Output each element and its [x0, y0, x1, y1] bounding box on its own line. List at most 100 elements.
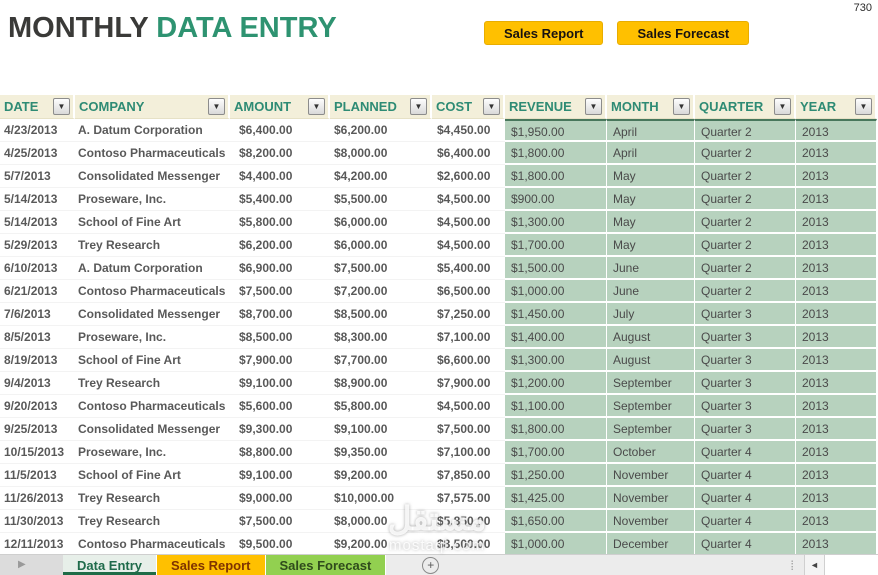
cell-date[interactable]: 11/5/2013: [0, 464, 75, 487]
filter-button-year[interactable]: ▼: [855, 98, 872, 115]
cell-month[interactable]: September: [607, 418, 695, 441]
cell-month[interactable]: May: [607, 211, 695, 234]
cell-planned[interactable]: $9,200.00: [330, 464, 432, 487]
cell-quarter[interactable]: Quarter 3: [695, 395, 796, 418]
cell-quarter[interactable]: Quarter 4: [695, 510, 796, 533]
cell-date[interactable]: 8/5/2013: [0, 326, 75, 349]
cell-month[interactable]: September: [607, 395, 695, 418]
cell-year[interactable]: 2013: [796, 280, 877, 303]
sheet-nav-control[interactable]: ▶: [0, 555, 63, 575]
cell-cost[interactable]: $4,500.00: [432, 234, 505, 257]
cell-date[interactable]: 4/23/2013: [0, 119, 75, 142]
cell-planned[interactable]: $9,100.00: [330, 418, 432, 441]
filter-button-company[interactable]: ▼: [208, 98, 225, 115]
cell-revenue[interactable]: $1,100.00: [505, 395, 607, 418]
cell-date[interactable]: 5/7/2013: [0, 165, 75, 188]
cell-revenue[interactable]: $1,400.00: [505, 326, 607, 349]
cell-cost[interactable]: $7,500.00: [432, 418, 505, 441]
cell-cost[interactable]: $7,250.00: [432, 303, 505, 326]
cell-amount[interactable]: $8,200.00: [230, 142, 330, 165]
cell-revenue[interactable]: $1,300.00: [505, 349, 607, 372]
cell-revenue[interactable]: $1,500.00: [505, 257, 607, 280]
cell-revenue[interactable]: $1,200.00: [505, 372, 607, 395]
cell-year[interactable]: 2013: [796, 487, 877, 510]
cell-quarter[interactable]: Quarter 2: [695, 119, 796, 142]
cell-quarter[interactable]: Quarter 4: [695, 464, 796, 487]
cell-company[interactable]: A. Datum Corporation: [75, 257, 230, 280]
cell-quarter[interactable]: Quarter 3: [695, 326, 796, 349]
cell-year[interactable]: 2013: [796, 142, 877, 165]
cell-cost[interactable]: $7,900.00: [432, 372, 505, 395]
cell-revenue[interactable]: $900.00: [505, 188, 607, 211]
cell-amount[interactable]: $7,500.00: [230, 280, 330, 303]
cell-cost[interactable]: $5,850.00: [432, 510, 505, 533]
cell-planned[interactable]: $6,000.00: [330, 211, 432, 234]
cell-cost[interactable]: $6,400.00: [432, 142, 505, 165]
cell-cost[interactable]: $6,500.00: [432, 280, 505, 303]
cell-month[interactable]: May: [607, 234, 695, 257]
cell-company[interactable]: Trey Research: [75, 372, 230, 395]
sheet-tab-sales-forecast[interactable]: Sales Forecast: [265, 555, 387, 575]
cell-month[interactable]: June: [607, 257, 695, 280]
cell-revenue[interactable]: $1,000.00: [505, 533, 607, 555]
cell-month[interactable]: April: [607, 119, 695, 142]
cell-date[interactable]: 12/11/2013: [0, 533, 75, 555]
cell-cost[interactable]: $7,100.00: [432, 441, 505, 464]
cell-amount[interactable]: $8,500.00: [230, 326, 330, 349]
cell-month[interactable]: May: [607, 188, 695, 211]
cell-quarter[interactable]: Quarter 2: [695, 280, 796, 303]
cell-quarter[interactable]: Quarter 4: [695, 487, 796, 510]
cell-month[interactable]: May: [607, 165, 695, 188]
cell-date[interactable]: 9/25/2013: [0, 418, 75, 441]
cell-amount[interactable]: $9,100.00: [230, 372, 330, 395]
cell-amount[interactable]: $6,900.00: [230, 257, 330, 280]
cell-cost[interactable]: $5,400.00: [432, 257, 505, 280]
cell-revenue[interactable]: $1,800.00: [505, 165, 607, 188]
cell-quarter[interactable]: Quarter 2: [695, 211, 796, 234]
cell-company[interactable]: School of Fine Art: [75, 211, 230, 234]
filter-button-cost[interactable]: ▼: [483, 98, 500, 115]
cell-cost[interactable]: $8,500.00: [432, 533, 505, 555]
cell-quarter[interactable]: Quarter 2: [695, 234, 796, 257]
cell-year[interactable]: 2013: [796, 395, 877, 418]
cell-company[interactable]: Proseware, Inc.: [75, 441, 230, 464]
cell-revenue[interactable]: $1,700.00: [505, 234, 607, 257]
cell-month[interactable]: November: [607, 464, 695, 487]
filter-button-quarter[interactable]: ▼: [774, 98, 791, 115]
cell-company[interactable]: Trey Research: [75, 234, 230, 257]
cell-planned[interactable]: $10,000.00: [330, 487, 432, 510]
cell-year[interactable]: 2013: [796, 303, 877, 326]
cell-cost[interactable]: $7,100.00: [432, 326, 505, 349]
cell-amount[interactable]: $5,800.00: [230, 211, 330, 234]
cell-amount[interactable]: $9,100.00: [230, 464, 330, 487]
cell-cost[interactable]: $2,600.00: [432, 165, 505, 188]
cell-amount[interactable]: $6,400.00: [230, 119, 330, 142]
cell-quarter[interactable]: Quarter 3: [695, 349, 796, 372]
cell-year[interactable]: 2013: [796, 418, 877, 441]
cell-quarter[interactable]: Quarter 2: [695, 188, 796, 211]
cell-year[interactable]: 2013: [796, 326, 877, 349]
cell-planned[interactable]: $5,500.00: [330, 188, 432, 211]
scroll-left-button[interactable]: ◄: [804, 555, 825, 575]
cell-quarter[interactable]: Quarter 3: [695, 418, 796, 441]
cell-quarter[interactable]: Quarter 2: [695, 257, 796, 280]
cell-amount[interactable]: $4,400.00: [230, 165, 330, 188]
cell-company[interactable]: Proseware, Inc.: [75, 188, 230, 211]
cell-planned[interactable]: $7,700.00: [330, 349, 432, 372]
cell-date[interactable]: 10/15/2013: [0, 441, 75, 464]
sales-report-button[interactable]: Sales Report: [484, 21, 604, 45]
cell-company[interactable]: Contoso Pharmaceuticals: [75, 533, 230, 555]
cell-year[interactable]: 2013: [796, 441, 877, 464]
cell-date[interactable]: 5/14/2013: [0, 211, 75, 234]
cell-year[interactable]: 2013: [796, 349, 877, 372]
cell-date[interactable]: 6/21/2013: [0, 280, 75, 303]
cell-revenue[interactable]: $1,700.00: [505, 441, 607, 464]
cell-year[interactable]: 2013: [796, 234, 877, 257]
cell-month[interactable]: April: [607, 142, 695, 165]
cell-amount[interactable]: $7,500.00: [230, 510, 330, 533]
cell-cost[interactable]: $4,500.00: [432, 395, 505, 418]
cell-company[interactable]: School of Fine Art: [75, 349, 230, 372]
cell-amount[interactable]: $7,900.00: [230, 349, 330, 372]
cell-quarter[interactable]: Quarter 4: [695, 533, 796, 555]
filter-button-revenue[interactable]: ▼: [585, 98, 602, 115]
